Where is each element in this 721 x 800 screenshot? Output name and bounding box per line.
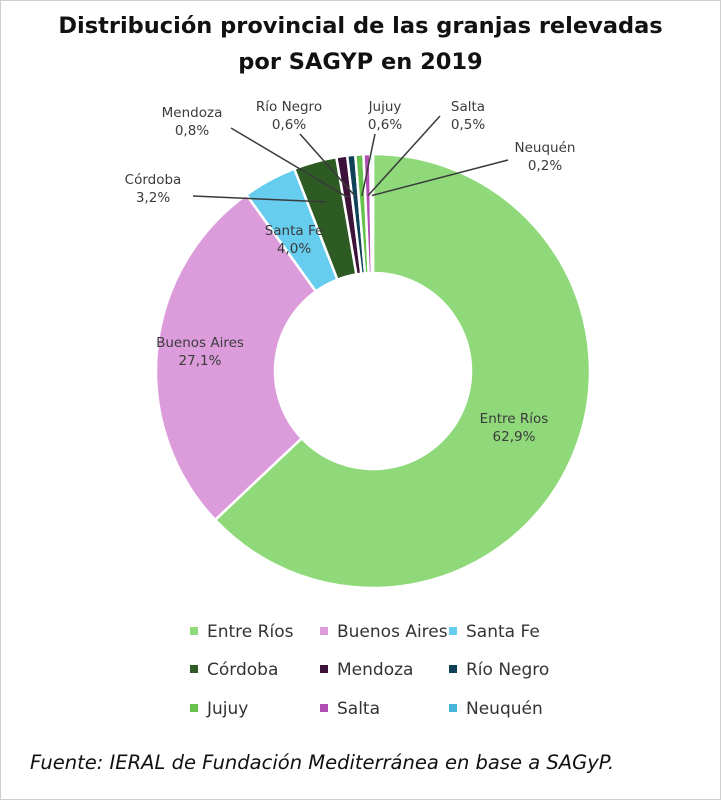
legend-swatch-neuquen — [449, 704, 457, 712]
data-label-rio-negro: Río Negro 0,6% — [256, 99, 322, 133]
legend-swatch-mendoza — [320, 665, 328, 673]
data-label-cordoba: Córdoba 3,2% — [125, 172, 182, 206]
data-label-jujuy: Jujuy 0,6% — [368, 99, 403, 133]
leader-line-salta — [367, 115, 441, 197]
legend-swatch-rio-negro — [449, 665, 457, 673]
data-label-entre-rios: Entre Ríos 62,9% — [480, 411, 549, 445]
chart-title-line1: Distribución provincial de las granjas r… — [58, 13, 663, 39]
legend-item-rio-negro: Río Negro — [449, 660, 549, 680]
slice-entre-rios — [213, 152, 592, 590]
slice-neuquen — [369, 152, 375, 275]
legend-item-neuquen: Neuquén — [449, 699, 543, 719]
legend-label-buenos-aires: Buenos Aires — [337, 622, 448, 642]
legend-label-santa-fe: Santa Fe — [466, 622, 540, 642]
data-label-santa-fe: Santa Fe 4,0% — [265, 223, 324, 257]
data-label-neuquen: Neuquén 0,2% — [515, 140, 576, 174]
leader-line-mendoza — [230, 127, 349, 198]
legend-label-rio-negro: Río Negro — [466, 660, 550, 680]
leader-line-jujuy — [361, 133, 376, 197]
donut-chart: Entre Ríos 62,9% Buenos Aires 27,1% Santa Fe… — [125, 99, 592, 590]
legend-swatch-entre-rios — [190, 627, 198, 635]
legend-swatch-cordoba — [190, 665, 198, 673]
legend-item-entre-rios: Entre Ríos — [190, 622, 293, 642]
legend-swatch-salta — [320, 704, 328, 712]
legend-item-jujuy: Jujuy — [190, 699, 248, 719]
legend-item-mendoza: Mendoza — [320, 660, 413, 680]
legend-label-cordoba: Córdoba — [207, 660, 279, 680]
legend-swatch-santa-fe — [449, 627, 457, 635]
slice-buenos-aires — [154, 192, 318, 522]
legend-label-jujuy: Jujuy — [207, 699, 249, 719]
source-note: Fuente: IERAL de Fundación Mediterránea … — [30, 751, 615, 774]
legend-label-mendoza: Mendoza — [337, 660, 414, 680]
legend-label-salta: Salta — [337, 699, 381, 719]
leader-line-rio-negro — [299, 133, 356, 197]
legend-swatch-buenos-aires — [320, 627, 328, 635]
legend-item-salta: Salta — [320, 699, 380, 719]
legend-label-entre-rios: Entre Ríos — [207, 622, 294, 642]
legend-item-cordoba: Córdoba — [190, 660, 278, 680]
data-label-buenos-aires: Buenos Aires 27,1% — [156, 335, 244, 369]
legend-swatch-jujuy — [190, 704, 198, 712]
data-label-salta: Salta 0,5% — [451, 99, 485, 133]
chart-title-line2: por SAGYP en 2019 — [238, 49, 483, 75]
legend-item-buenos-aires: Buenos Aires — [320, 622, 448, 642]
leader-line-neuquen — [371, 159, 509, 197]
legend-item-santa-fe: Santa Fe — [449, 622, 540, 642]
legend-label-neuquen: Neuquén — [466, 699, 543, 719]
leader-line-cordoba — [192, 195, 327, 203]
data-label-mendoza: Mendoza 0,8% — [162, 105, 223, 139]
